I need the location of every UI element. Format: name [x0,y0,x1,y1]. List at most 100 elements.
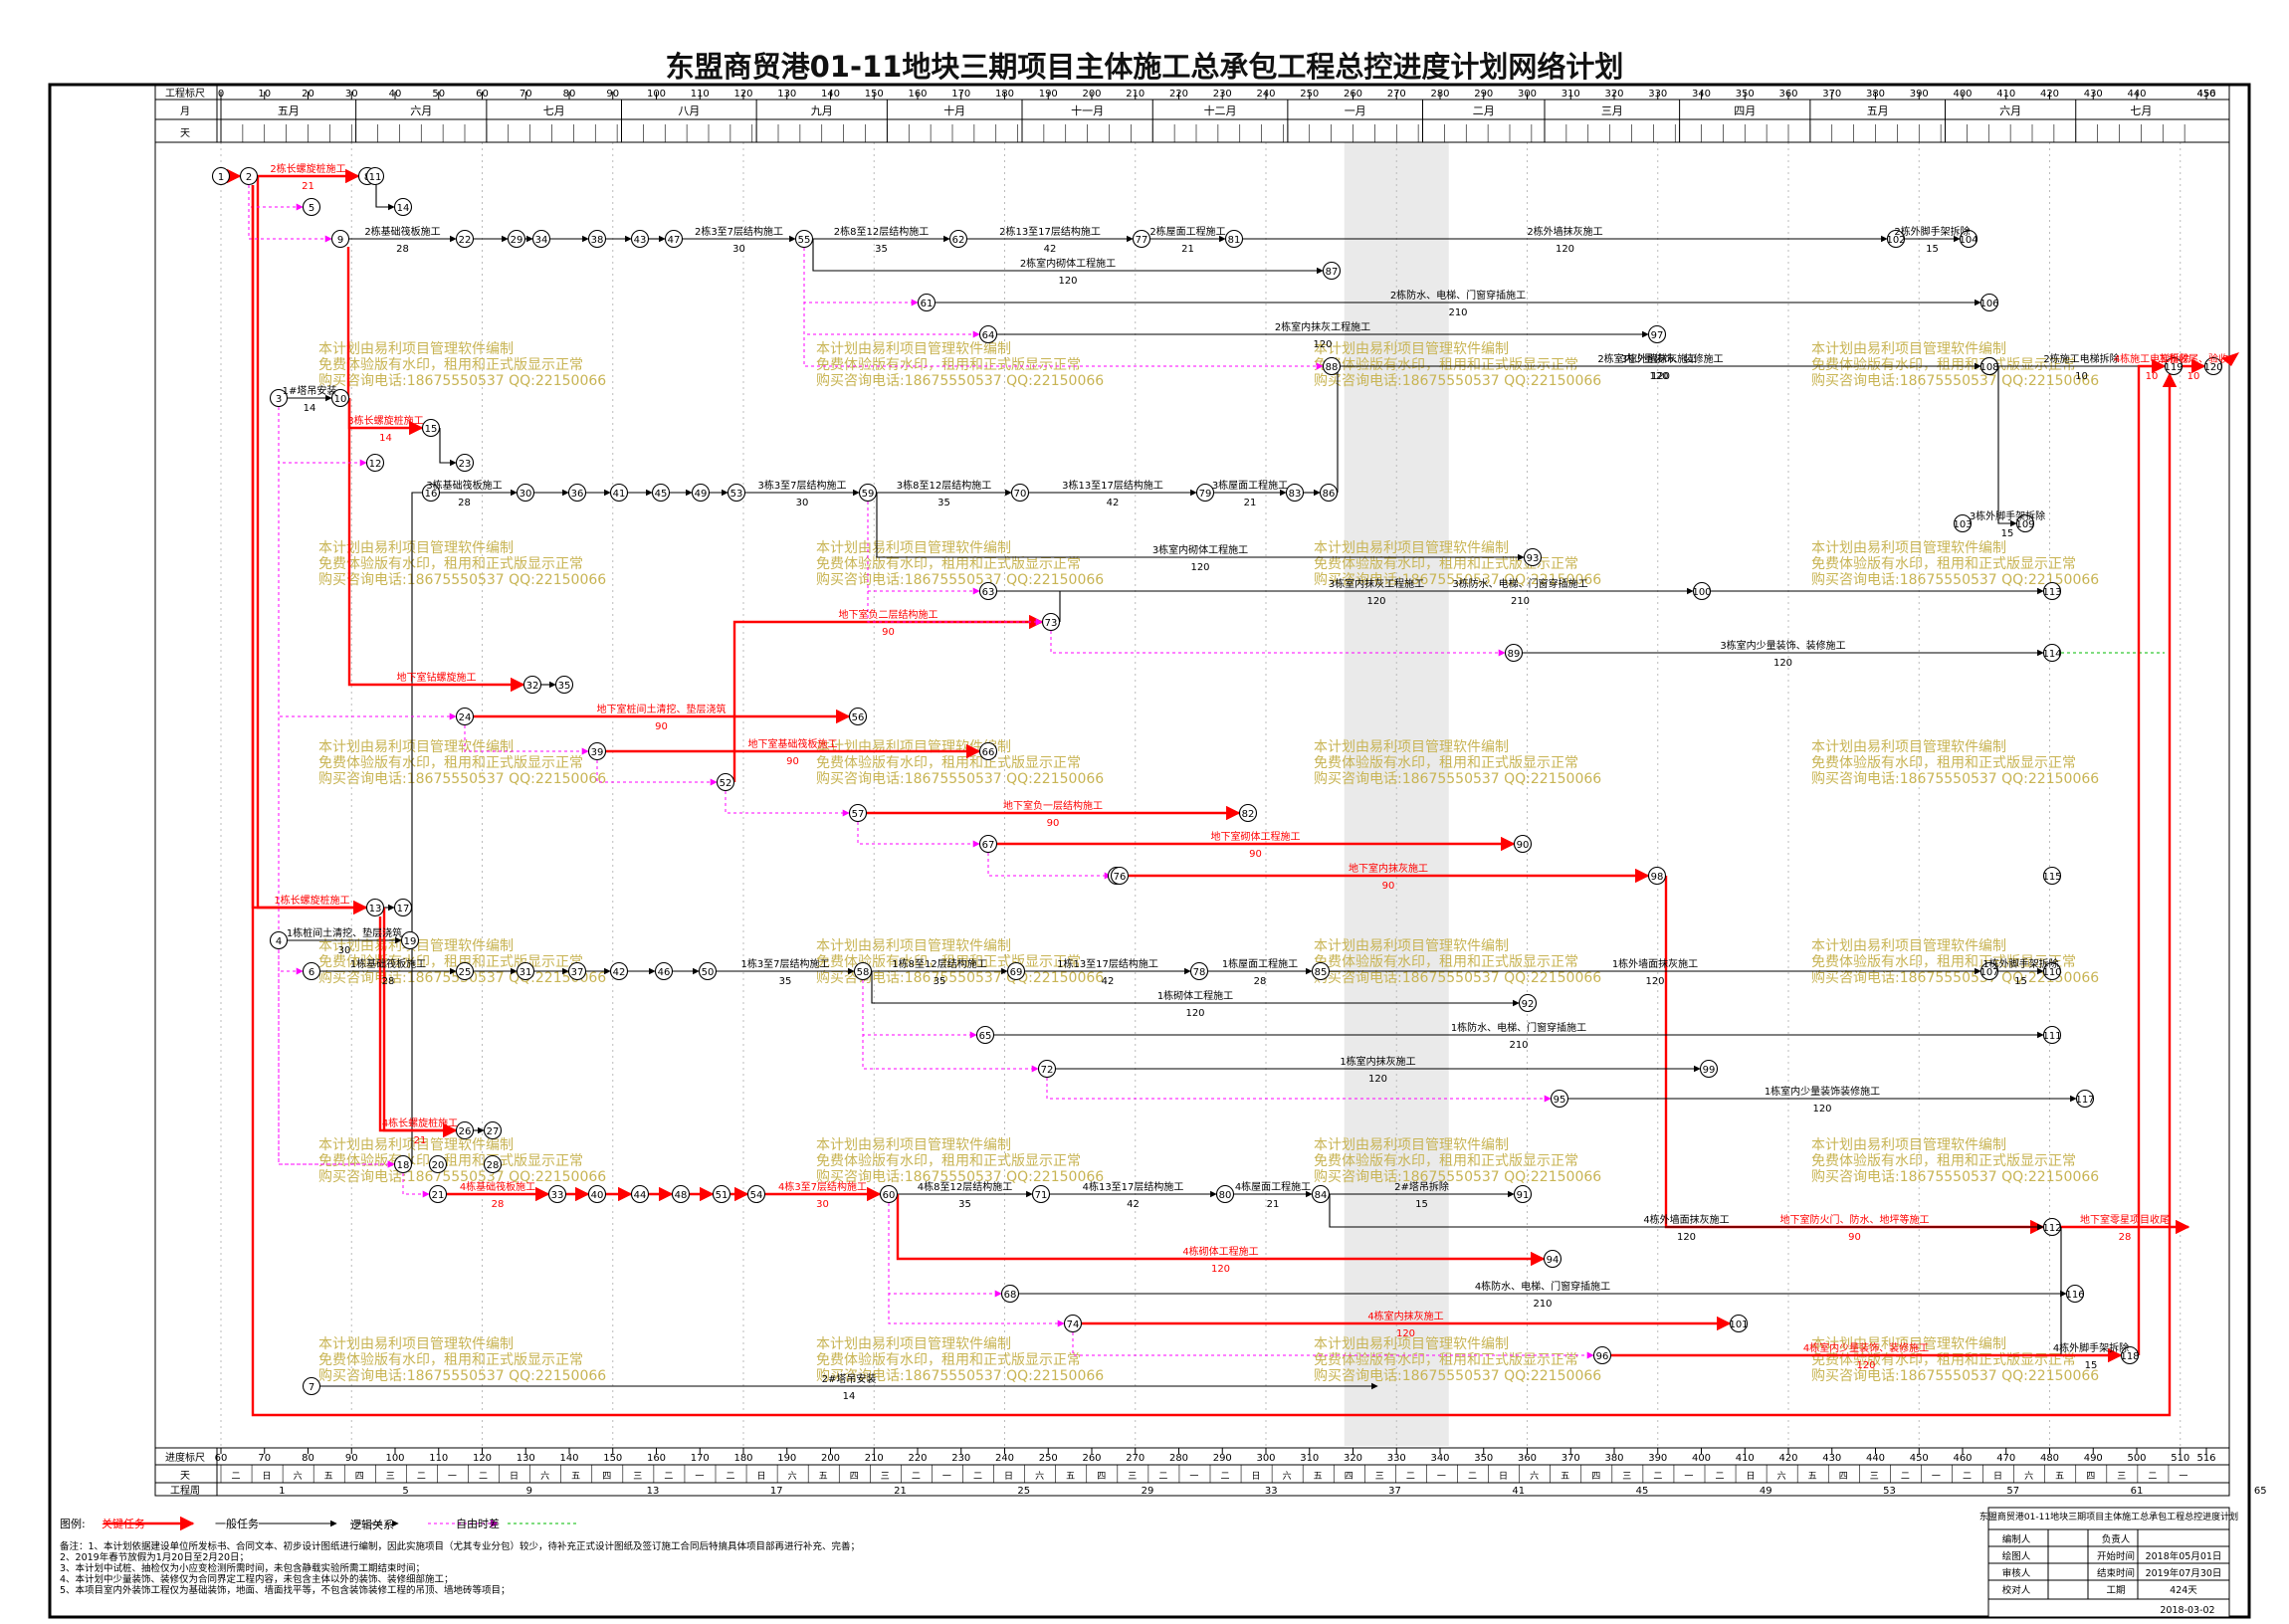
node-number: 91 [1517,1190,1530,1201]
node-number: 109 [2015,519,2034,530]
bottom-tick-label: 230 [951,1453,970,1464]
weekday-cell: 五 [1808,1472,1817,1482]
node-circle [1215,1184,1235,1204]
watermark-line2: 免费体验版有水印，租用和正式版显示正常 [1314,755,1578,771]
node-number: 93 [1527,553,1540,564]
watermark-line2: 免费体验版有水印，租用和正式版显示正常 [1314,954,1578,970]
activity-name: 4栋室内少量装饰、装修施工 [1803,1341,1929,1354]
node-circle [1311,1184,1331,1204]
watermark-line3: 购买咨询电话:18675550537 QQ:22150066 [1314,771,1601,787]
month-label: 月 [180,105,190,117]
bottom-tick-label: 290 [1213,1453,1232,1464]
scale-tick-label: 70 [520,89,532,100]
watermark-line2: 免费体验版有水印，租用和正式版显示正常 [816,755,1081,771]
node-number: 19 [404,936,417,947]
scale-tick-label: 190 [1039,89,1058,100]
activity-name: 4栋砌体工程施工 [1182,1245,1258,1258]
activity-name: 2栋室内少量装饰、装修施工 [1597,352,1723,365]
node-number: 106 [1979,299,1998,309]
node-circle [531,229,551,249]
scale-tick-label: 20 [302,89,314,100]
logic-link [596,760,718,786]
week-number: 61 [2131,1486,2144,1497]
weekday-cell: 二 [231,1472,240,1482]
watermark-line3: 购买咨询电话:18675550537 QQ:22150066 [1811,1169,2099,1185]
scale-tick-label: 210 [1126,89,1144,100]
month-label-cell: 四月 [1734,104,1756,117]
node-circle [853,961,873,981]
weekday-cell: 二 [1468,1472,1477,1482]
node-number: 94 [1547,1255,1560,1266]
scale-tick-label: 270 [1387,89,1406,100]
activity-arrow [896,1194,1546,1267]
node-number: 83 [1289,489,1302,500]
node-number: 46 [658,967,671,978]
activity-arrow [439,428,457,467]
weekday-cell: 四 [1839,1472,1848,1482]
outer-frame [48,83,2251,1619]
node-circle [664,229,684,249]
activity-name: 1#塔吊安装 [283,384,337,397]
watermark-line3: 购买咨询电话:18675550537 QQ:22150066 [318,1368,606,1384]
node-number: 39 [591,747,604,758]
node-number: 55 [798,235,811,246]
activity-duration: 15 [1926,244,1939,255]
activity-duration: 210 [1509,1040,1528,1051]
logic-link [278,407,457,720]
logic-link [1050,631,1506,657]
node-circle [522,675,542,695]
activity-name: 地下室桩间土清挖、垫层浇筑 [597,703,727,715]
weekday-cell: 六 [1777,1470,1786,1482]
weekday-cell: 五 [1314,1472,1323,1482]
node-number: 66 [982,747,995,758]
activity-name: 3栋屋面工程施工 [1212,479,1288,492]
activity-arrow [1059,587,1694,622]
activity-name: 2栋防水、电梯、门窗穿插施工 [1390,289,1526,302]
info-cell: 开始时间 [2097,1550,2135,1562]
activity-duration: 21 [414,1135,427,1146]
scale-tick-label: 170 [951,89,970,100]
week-number: 17 [770,1486,783,1497]
activity-duration: 14 [379,433,392,444]
watermark-line3: 购买咨询电话:18675550537 QQ:22150066 [1314,572,1601,588]
watermark-line1: 本计划由易利项目管理软件编制 [1314,1336,1509,1352]
weekday-cell: 日 [757,1471,766,1482]
activity-name: 1栋外脚手架拆除 [1982,957,2058,970]
node-circle [1979,356,1999,376]
activity-duration: 21 [1244,498,1257,508]
watermark-line3: 购买咨询电话:18675550537 QQ:22150066 [318,572,606,588]
weekday-cell: 一 [942,1472,951,1482]
watermark-line1: 本计划由易利项目管理软件编制 [1314,540,1509,556]
node-number: 43 [634,235,647,246]
node-circle [2042,581,2062,601]
node-number: 53 [730,489,743,500]
activity-duration: 14 [843,1391,856,1402]
node-number: 40 [591,1190,604,1201]
bottom-tick-label: 270 [1126,1453,1144,1464]
node-number: 22 [459,235,472,246]
activity-name: 2栋8至12层结构施工 [834,225,929,238]
activity-name: 3栋防水、电梯、门窗穿插施工 [1452,577,1587,590]
weekday-cell: 三 [633,1472,642,1482]
watermark-line3: 购买咨询电话:18675550537 QQ:22150066 [1314,1368,1601,1384]
node-circle [609,483,629,503]
activity-duration: 120 [1677,1232,1696,1243]
weekday-cell: 一 [1189,1472,1198,1482]
month-label-cell: 六月 [410,104,432,117]
activity-name: 4栋屋面工程施工 [1235,1180,1311,1193]
week-number: 33 [1265,1486,1278,1497]
bottom-tick-label: 190 [777,1453,796,1464]
node-number: 117 [2075,1095,2094,1106]
activity-name: 1栋屋面工程施工 [1222,957,1298,970]
legend-normal-label: 一般任务 [215,1518,259,1530]
node-number: 78 [1193,967,1206,978]
scale-tick-label: 110 [691,89,710,100]
watermark-line3: 购买咨询电话:18675550537 QQ:22150066 [1811,771,2099,787]
bottom-tick-label: 420 [1778,1453,1797,1464]
node-number: 9 [337,235,343,246]
node-circle [2120,1345,2140,1365]
activity-duration: 28 [2119,1232,2132,1243]
node-number: 113 [2042,587,2061,598]
weekday-cell: 二 [1220,1472,1229,1482]
